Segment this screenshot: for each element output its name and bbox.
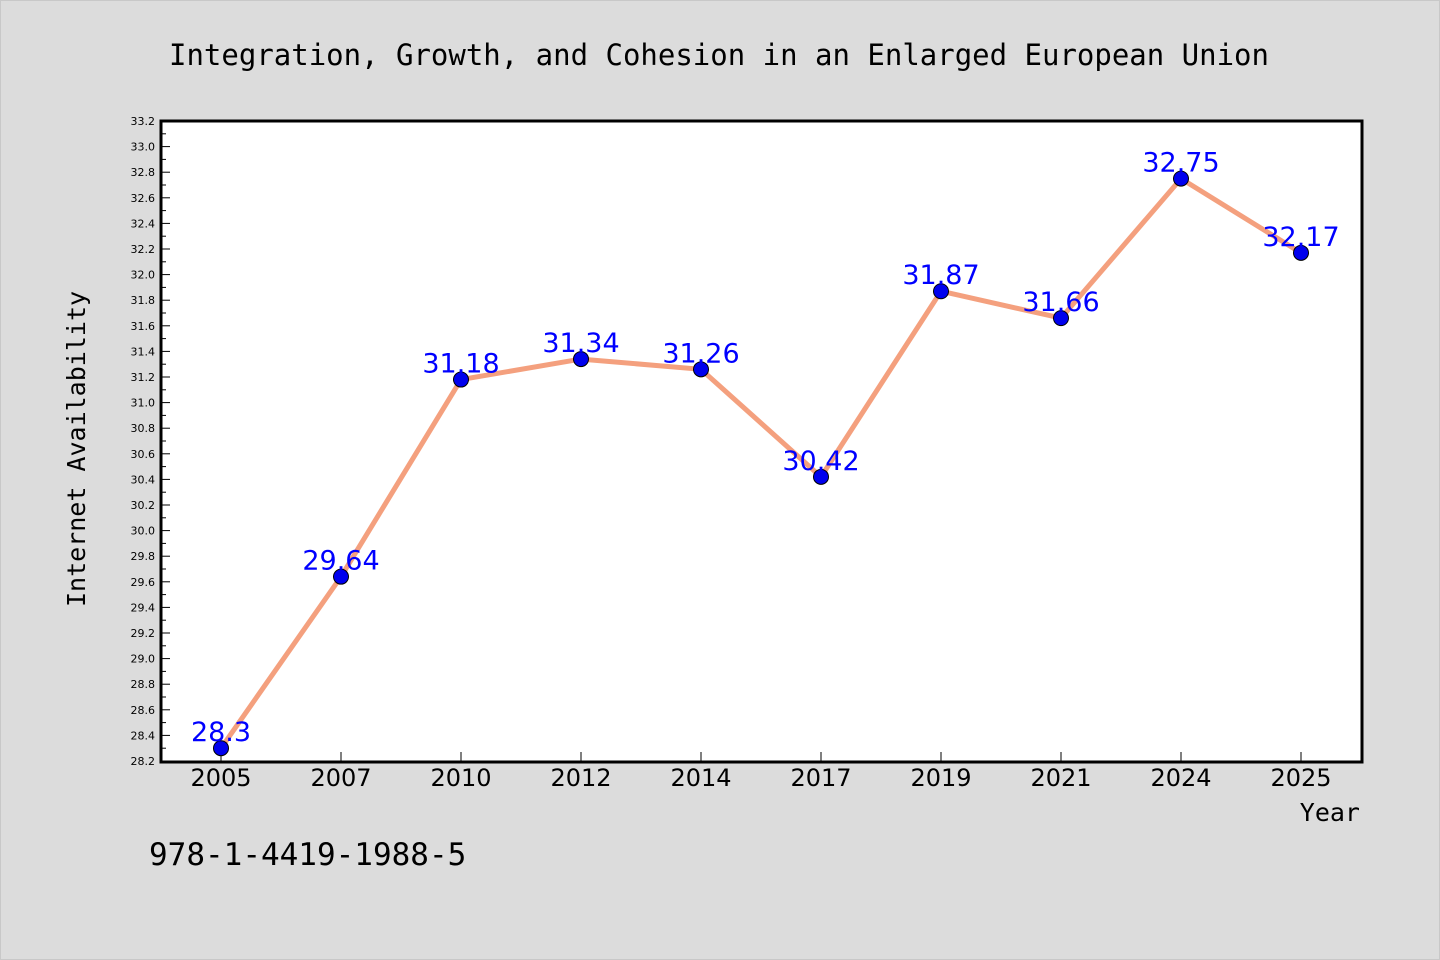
data-point-marker bbox=[813, 468, 829, 485]
data-label: 30.42 bbox=[782, 446, 859, 477]
y-axis-label: Internet Availability bbox=[62, 291, 91, 607]
y-axis-ticks: 28.2 28.4 28.6 28.8 29.0 29.2 29.4 29.6 29.8 30.0… bbox=[131, 115, 170, 768]
y-tick-label: 28.6 bbox=[131, 704, 156, 717]
marker-layer bbox=[213, 170, 1309, 757]
y-tick-label: 33.0 bbox=[131, 141, 156, 154]
y-tick-label: 29.6 bbox=[131, 576, 156, 589]
x-tick-label: 2021 bbox=[1030, 764, 1091, 792]
x-tick-label: 2025 bbox=[1270, 764, 1331, 792]
data-point-marker bbox=[333, 568, 349, 585]
chart-title: Integration, Growth, and Cohesion in an … bbox=[169, 38, 1269, 72]
y-tick-label: 31.2 bbox=[131, 371, 156, 384]
y-tick-label: 30.0 bbox=[131, 525, 156, 538]
y-tick-label: 33.2 bbox=[131, 115, 156, 128]
data-label: 31.34 bbox=[542, 328, 619, 359]
y-tick-label: 29.0 bbox=[131, 653, 156, 666]
x-tick-label: 2017 bbox=[790, 764, 851, 792]
y-tick-label: 32.8 bbox=[131, 166, 156, 179]
y-tick-label: 30.2 bbox=[131, 499, 156, 512]
x-axis-label: Year bbox=[1300, 798, 1360, 827]
y-tick-label: 28.2 bbox=[131, 755, 156, 768]
y-tick-label: 28.8 bbox=[131, 678, 156, 691]
data-label: 31.26 bbox=[662, 338, 739, 369]
footer-isbn-code: 978-1-4419-1988-5 bbox=[149, 837, 466, 873]
x-tick-label: 2014 bbox=[670, 764, 731, 792]
series-line bbox=[218, 176, 1304, 751]
data-label: 31.18 bbox=[422, 349, 499, 380]
y-tick-label: 31.6 bbox=[131, 320, 156, 333]
data-point-marker bbox=[1053, 310, 1069, 327]
y-tick-label: 31.8 bbox=[131, 294, 156, 307]
y-tick-label: 32.4 bbox=[131, 217, 156, 230]
y-tick-label: 29.2 bbox=[131, 627, 156, 640]
y-tick-label: 29.4 bbox=[131, 601, 156, 614]
data-label: 31.66 bbox=[1022, 287, 1099, 318]
y-tick-label: 31.4 bbox=[131, 345, 156, 358]
series-layer bbox=[218, 176, 1304, 751]
x-tick-label: 2007 bbox=[310, 764, 371, 792]
data-label: 31.87 bbox=[902, 260, 979, 291]
x-tick-label: 2024 bbox=[1150, 764, 1211, 792]
data-point-marker bbox=[693, 361, 709, 378]
data-point-marker bbox=[573, 351, 589, 368]
y-tick-label: 32.6 bbox=[131, 192, 156, 205]
data-point-marker bbox=[933, 283, 949, 300]
data-label: 32.17 bbox=[1262, 222, 1339, 253]
y-tick-label: 30.6 bbox=[131, 448, 156, 461]
x-axis-ticks: 2005 2007 2010 2012 2014 2017 2019 2021 2024 2025 bbox=[190, 752, 1332, 792]
data-point-marker bbox=[213, 740, 229, 757]
x-tick-label: 2010 bbox=[430, 764, 491, 792]
data-point-marker bbox=[1293, 244, 1309, 261]
data-label-layer: 28.3 29.64 31.18 31.34 31.26 30.42 31.87 31.66 3… bbox=[191, 148, 1340, 749]
y-tick-label: 31.0 bbox=[131, 397, 156, 410]
data-label: 32.75 bbox=[1142, 148, 1219, 179]
y-tick-label: 30.8 bbox=[131, 422, 156, 435]
x-tick-label: 2005 bbox=[190, 764, 251, 792]
y-tick-label: 28.4 bbox=[131, 729, 156, 742]
y-tick-label: 30.4 bbox=[131, 473, 156, 486]
plot-area bbox=[159, 119, 1364, 764]
data-point-marker bbox=[1173, 170, 1189, 187]
data-label: 29.64 bbox=[302, 546, 379, 577]
x-tick-label: 2019 bbox=[910, 764, 971, 792]
y-tick-label: 32.2 bbox=[131, 243, 156, 256]
y-tick-label: 32.0 bbox=[131, 269, 156, 282]
data-label: 28.3 bbox=[191, 717, 251, 748]
y-tick-label: 29.8 bbox=[131, 550, 156, 563]
data-point-marker bbox=[453, 371, 469, 388]
x-tick-label: 2012 bbox=[550, 764, 611, 792]
